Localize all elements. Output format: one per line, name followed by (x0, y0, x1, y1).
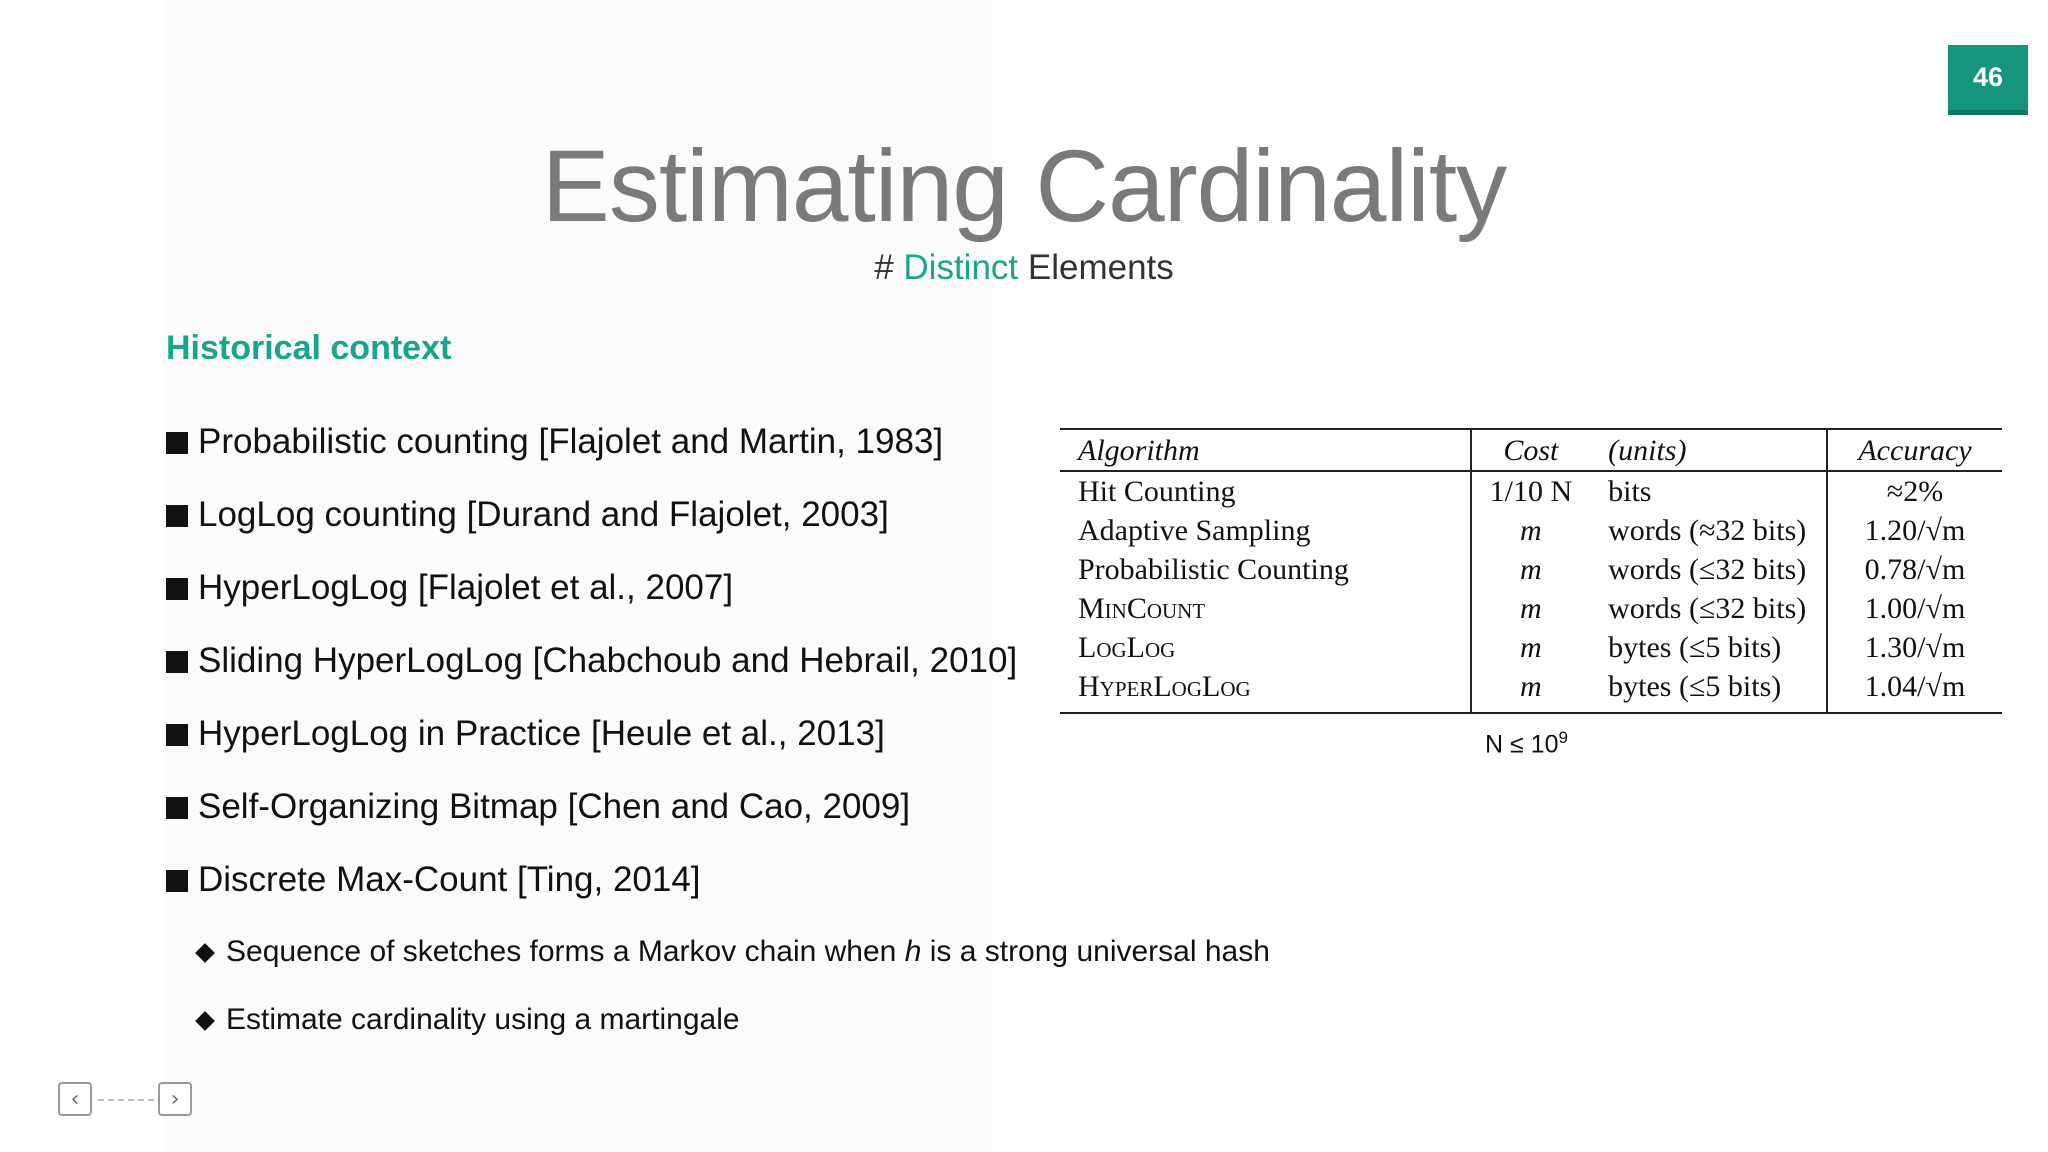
table-header-row: Algorithm Cost (units) Accuracy (1060, 428, 2002, 472)
cell-cost: m (1520, 514, 1542, 547)
previous-slide-button[interactable]: ‹ (58, 1082, 92, 1116)
cell-accuracy: 0.78/√m (1864, 553, 1966, 586)
list-item: Probabilistic counting [Flajolet and Mar… (166, 422, 1017, 495)
bullet-text: Sliding HyperLogLog [Chabchoub and Hebra… (198, 641, 1018, 680)
cell-units: bits (1590, 471, 1828, 511)
cell-units: bytes (≤5 bits) (1590, 667, 1828, 714)
cell-cost: m (1470, 667, 1591, 714)
table-row: HyperLogLog m bytes (≤5 bits) 1.04/√m (1060, 667, 2002, 714)
sub-bullet-text: Estimate cardinality using a martingale (226, 1003, 740, 1036)
list-item: LogLog counting [Durand and Flajolet, 20… (166, 495, 1017, 568)
sub-bullet-italic: h (904, 935, 922, 968)
subtitle-accent: Distinct (903, 248, 1019, 287)
cell-algorithm: Adaptive Sampling (1060, 511, 1472, 550)
list-item: Self-Organizing Bitmap [Chen and Cao, 20… (166, 787, 1017, 860)
subtitle-prefix: # (874, 248, 904, 287)
bullet-text: Self-Organizing Bitmap [Chen and Cao, 20… (198, 787, 911, 826)
header-accuracy: Accuracy (1826, 428, 2002, 472)
nav-divider (98, 1099, 154, 1101)
cell-units: words (≤32 bits) (1590, 550, 1828, 589)
diamond-bullet-icon (195, 943, 215, 963)
bullet-text: HyperLogLog [Flajolet et al., 2007] (198, 568, 734, 607)
slide-background (163, 0, 993, 1152)
cell-cost: m (1520, 592, 1542, 625)
table-note-exponent: 9 (1558, 728, 1568, 747)
next-slide-button[interactable]: › (158, 1082, 192, 1116)
sub-bullet-text-part: Sequence of sketches forms a Markov chai… (226, 935, 905, 968)
slide-title: Estimating Cardinality (541, 129, 1507, 243)
bullet-text: LogLog counting [Durand and Flajolet, 20… (198, 495, 889, 534)
table-row: Hit Counting 1/10 N bits ≈2% (1060, 471, 2002, 511)
algorithm-table-container: Algorithm Cost (units) Accuracy Hit Coun… (1060, 428, 2002, 714)
chevron-right-icon: › (170, 1086, 180, 1112)
cell-algorithm: Hit Counting (1060, 471, 1472, 511)
sub-list-item: Estimate cardinality using a martingale (195, 1003, 1270, 1071)
cell-cost: 1/10 N (1489, 475, 1573, 508)
cell-units: bytes (≤5 bits) (1590, 628, 1828, 667)
table-row: Probabilistic Counting m words (≤32 bits… (1060, 550, 2002, 589)
cell-cost: m (1520, 553, 1542, 586)
table-row: Adaptive Sampling m words (≈32 bits) 1.2… (1060, 511, 2002, 550)
cell-cost: m (1520, 631, 1542, 664)
sub-bullet-text: Sequence of sketches forms a Markov chai… (226, 935, 1270, 969)
header-algorithm: Algorithm (1060, 428, 1472, 472)
cell-accuracy: 1.20/√m (1864, 514, 1966, 547)
header-cost: Cost (1470, 428, 1591, 472)
bullet-text: HyperLogLog in Practice [Heule et al., 2… (198, 714, 885, 753)
page-number-badge: 46 (1948, 45, 2028, 115)
list-item: HyperLogLog [Flajolet et al., 2007] (166, 568, 1017, 641)
table-row: MinCount m words (≤32 bits) 1.00/√m (1060, 589, 2002, 628)
sub-bullet-text-part: is a strong universal hash (921, 935, 1270, 968)
list-item: Sliding HyperLogLog [Chabchoub and Hebra… (166, 641, 1017, 714)
table-note-base: N ≤ 10 (1485, 730, 1559, 759)
square-bullet-icon (166, 578, 188, 600)
chevron-left-icon: ‹ (70, 1086, 80, 1112)
square-bullet-icon (166, 870, 188, 892)
cell-accuracy: 1.04/√m (1826, 667, 2002, 714)
bullet-text: Probabilistic counting [Flajolet and Mar… (198, 422, 944, 461)
diamond-bullet-icon (195, 1011, 215, 1031)
section-heading: Historical context (166, 329, 452, 367)
subtitle-suffix: Elements (1018, 248, 1174, 287)
square-bullet-icon (166, 432, 188, 454)
square-bullet-icon (166, 651, 188, 673)
cell-accuracy: ≈2% (1886, 475, 1944, 508)
cell-algorithm: MinCount (1060, 589, 1472, 628)
cell-units: words (≤32 bits) (1590, 589, 1828, 628)
bullet-text: Discrete Max-Count [Ting, 2014] (198, 860, 701, 899)
bullet-list: Probabilistic counting [Flajolet and Mar… (166, 422, 1017, 933)
list-item: Discrete Max-Count [Ting, 2014] (166, 860, 1017, 933)
cell-units: words (≈32 bits) (1590, 511, 1828, 550)
cell-algorithm: LogLog (1060, 628, 1472, 667)
cell-accuracy: 1.30/√m (1864, 631, 1966, 664)
sub-list-item: Sequence of sketches forms a Markov chai… (195, 935, 1270, 1003)
algorithm-table: Algorithm Cost (units) Accuracy Hit Coun… (1060, 428, 2002, 714)
table-row: LogLog m bytes (≤5 bits) 1.30/√m (1060, 628, 2002, 667)
square-bullet-icon (166, 724, 188, 746)
cell-algorithm: HyperLogLog (1060, 667, 1472, 714)
cell-accuracy: 1.00/√m (1864, 592, 1966, 625)
slide-navigation: ‹ › (58, 1082, 198, 1118)
square-bullet-icon (166, 797, 188, 819)
cell-algorithm: Probabilistic Counting (1060, 550, 1472, 589)
square-bullet-icon (166, 505, 188, 527)
list-item: HyperLogLog in Practice [Heule et al., 2… (166, 714, 1017, 787)
table-note: N ≤ 109 (1485, 728, 1568, 759)
sub-bullet-list: Sequence of sketches forms a Markov chai… (195, 935, 1270, 1071)
slide-subtitle: # Distinct Elements (0, 248, 2048, 288)
header-units: (units) (1590, 428, 1828, 472)
